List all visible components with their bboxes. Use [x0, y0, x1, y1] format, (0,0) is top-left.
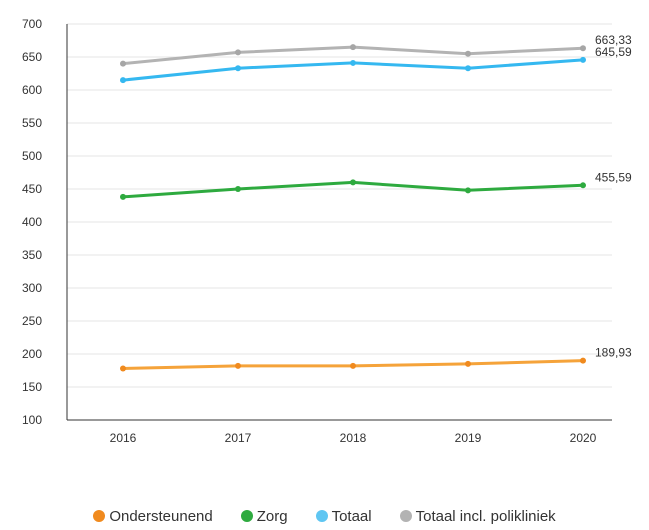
- data-point: [465, 360, 471, 367]
- x-tick-label: 2020: [570, 431, 597, 445]
- legend-label: Totaal: [331, 507, 372, 525]
- data-point: [580, 45, 586, 52]
- y-tick-label: 500: [22, 149, 42, 163]
- data-label: 189,93: [595, 346, 632, 360]
- y-tick-label: 650: [22, 50, 42, 64]
- x-tick-label: 2016: [110, 431, 137, 445]
- legend-marker: [240, 510, 253, 522]
- y-tick-label: 150: [22, 380, 42, 394]
- data-point: [465, 50, 471, 57]
- data-label: 663,33: [595, 33, 632, 47]
- data-point: [235, 49, 241, 56]
- data-point: [580, 182, 586, 189]
- legend-item-totaal: Totaal: [315, 507, 372, 525]
- y-tick-label: 200: [22, 347, 42, 361]
- y-tick-label: 550: [22, 116, 42, 130]
- legend-marker: [315, 510, 328, 522]
- data-point: [120, 77, 126, 84]
- data-point: [120, 365, 126, 372]
- legend-label: Ondersteunend: [109, 507, 213, 525]
- data-point: [120, 60, 126, 67]
- data-point: [120, 193, 126, 200]
- x-tick-label: 2019: [455, 431, 482, 445]
- y-tick-label: 350: [22, 248, 42, 262]
- chart-plot: 100 150 200 250 300 350 400 450 500 550 600 650 700 2…: [22, 17, 632, 445]
- data-point: [465, 187, 471, 194]
- legend-item-totaal-incl-polikliniek: Totaal incl. polikliniek: [399, 507, 556, 525]
- legend-item-zorg: Zorg: [240, 507, 288, 525]
- data-point: [235, 65, 241, 72]
- data-point: [350, 179, 356, 186]
- data-point: [580, 357, 586, 364]
- data-point: [350, 362, 356, 369]
- y-tick-label: 600: [22, 83, 42, 97]
- data-point: [235, 362, 241, 369]
- legend-item-ondersteunend: Ondersteunend: [93, 507, 213, 525]
- data-label: 455,59: [595, 170, 632, 184]
- legend-marker: [93, 510, 106, 522]
- data-label: 645,59: [595, 45, 632, 59]
- y-tick-label: 450: [22, 182, 42, 196]
- chart-legend: Ondersteunend Zorg Totaal Totaal incl. p…: [0, 506, 649, 526]
- y-tick-label: 300: [22, 281, 42, 295]
- data-point: [465, 65, 471, 72]
- data-point: [350, 59, 356, 66]
- y-tick-label: 100: [22, 413, 42, 427]
- legend-label: Zorg: [256, 507, 288, 525]
- y-tick-label: 250: [22, 314, 42, 328]
- y-tick-label: 700: [22, 17, 42, 31]
- y-tick-label: 400: [22, 215, 42, 229]
- legend-label: Totaal incl. polikliniek: [415, 507, 556, 525]
- data-point: [350, 44, 356, 51]
- legend-marker: [399, 510, 412, 522]
- x-tick-label: 2017: [225, 431, 252, 445]
- data-point: [235, 186, 241, 192]
- data-point: [580, 56, 586, 63]
- x-tick-label: 2018: [340, 431, 367, 445]
